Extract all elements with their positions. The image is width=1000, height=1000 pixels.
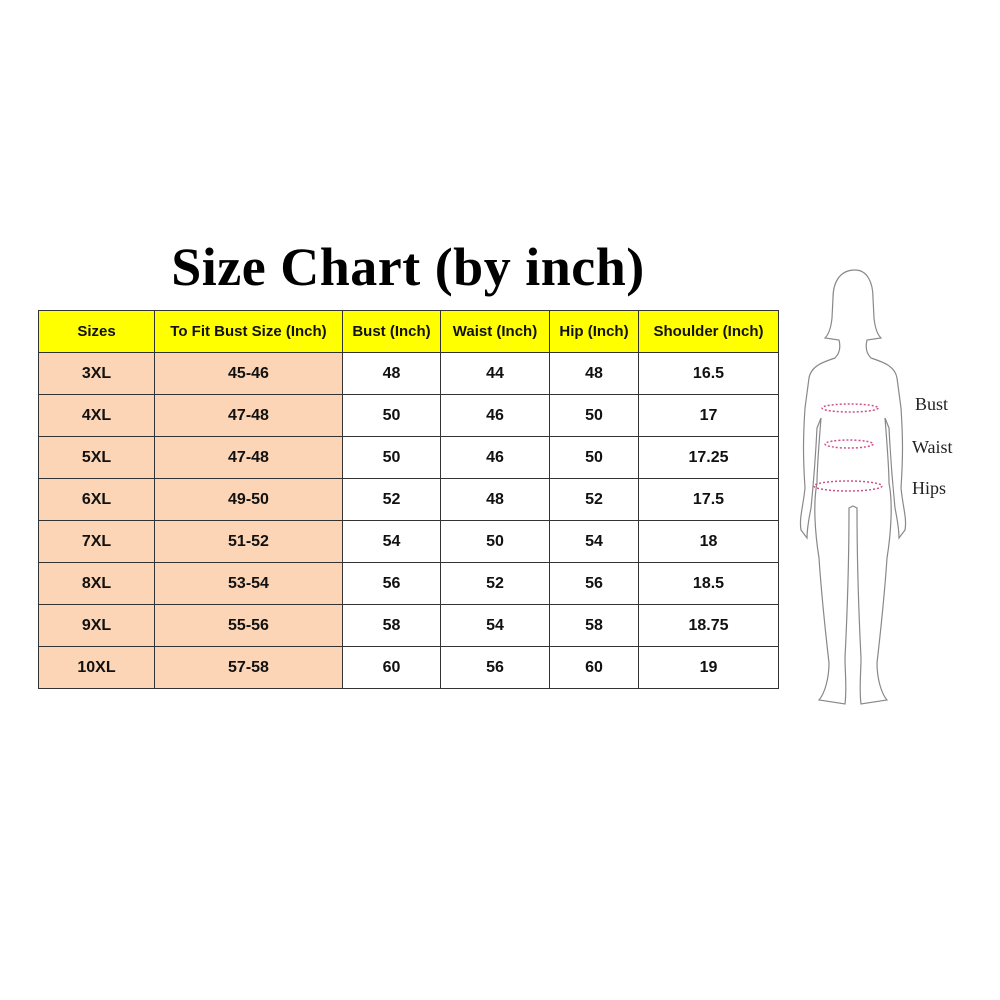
hips-line [813,480,883,492]
column-header: To Fit Bust Size (Inch) [154,310,343,353]
table-cell: 46 [440,394,550,437]
measurement-lines [813,403,883,492]
table-cell: 17.25 [638,436,779,479]
table-cell: 16.5 [638,352,779,395]
table-cell: 54 [342,520,441,563]
table-cell: 50 [549,394,639,437]
table-row: 9XL 55-56 58 54 58 18.75 [38,604,779,647]
table-cell: 55-56 [154,604,343,647]
table-cell: 56 [549,562,639,605]
column-header: Bust (Inch) [342,310,441,353]
table-cell: 60 [549,646,639,689]
table-cell: 47-48 [154,394,343,437]
size-cell: 4XL [38,394,155,437]
table-cell: 48 [549,352,639,395]
table-cell: 52 [342,478,441,521]
table-cell: 18.75 [638,604,779,647]
table-row: 8XL 53-54 56 52 56 18.5 [38,562,779,605]
table-cell: 48 [342,352,441,395]
column-header: Sizes [38,310,155,353]
table-cell: 18.5 [638,562,779,605]
size-cell: 3XL [38,352,155,395]
table-row: 7XL 51-52 54 50 54 18 [38,520,779,563]
table-cell: 18 [638,520,779,563]
table-cell: 50 [342,436,441,479]
column-header: Shoulder (Inch) [638,310,779,353]
table-cell: 44 [440,352,550,395]
table-cell: 17 [638,394,779,437]
table-cell: 58 [549,604,639,647]
table-cell: 54 [549,520,639,563]
size-cell: 9XL [38,604,155,647]
table-cell: 52 [549,478,639,521]
table-cell: 56 [342,562,441,605]
column-header: Hip (Inch) [549,310,639,353]
waist-line [824,439,874,449]
size-cell: 6XL [38,478,155,521]
size-cell: 5XL [38,436,155,479]
size-cell: 10XL [38,646,155,689]
table-cell: 50 [342,394,441,437]
waist-label: Waist [912,437,953,457]
table-cell: 50 [549,436,639,479]
hips-label: Hips [912,478,947,498]
table-row: 10XL 57-58 60 56 60 19 [38,646,779,689]
table-cell: 46 [440,436,550,479]
table-cell: 52 [440,562,550,605]
table-row: 6XL 49-50 52 48 52 17.5 [38,478,779,521]
bust-line [821,403,879,413]
table-cell: 58 [342,604,441,647]
table-row: 5XL 47-48 50 46 50 17.25 [38,436,779,479]
table-cell: 45-46 [154,352,343,395]
size-cell: 7XL [38,520,155,563]
table-cell: 50 [440,520,550,563]
table-cell: 60 [342,646,441,689]
size-chart-table: Sizes To Fit Bust Size (Inch) Bust (Inch) W… [38,310,779,689]
bust-label: Bust [915,394,949,414]
size-cell: 8XL [38,562,155,605]
table-cell: 17.5 [638,478,779,521]
table-row: 4XL 47-48 50 46 50 17 [38,394,779,437]
page-title: Size Chart (by inch) [171,237,645,297]
table-cell: 53-54 [154,562,343,605]
table-cell: 48 [440,478,550,521]
table-header-row: Sizes To Fit Bust Size (Inch) Bust (Inch) W… [38,310,779,353]
column-header: Waist (Inch) [440,310,550,353]
table-cell: 54 [440,604,550,647]
table-cell: 57-58 [154,646,343,689]
table-cell: 51-52 [154,520,343,563]
body-measurement-figure [799,269,907,705]
table-cell: 49-50 [154,478,343,521]
table-cell: 56 [440,646,550,689]
table-cell: 47-48 [154,436,343,479]
table-cell: 19 [638,646,779,689]
table-row: 3XL 45-46 48 44 48 16.5 [38,352,779,395]
figure-outline [799,269,907,705]
